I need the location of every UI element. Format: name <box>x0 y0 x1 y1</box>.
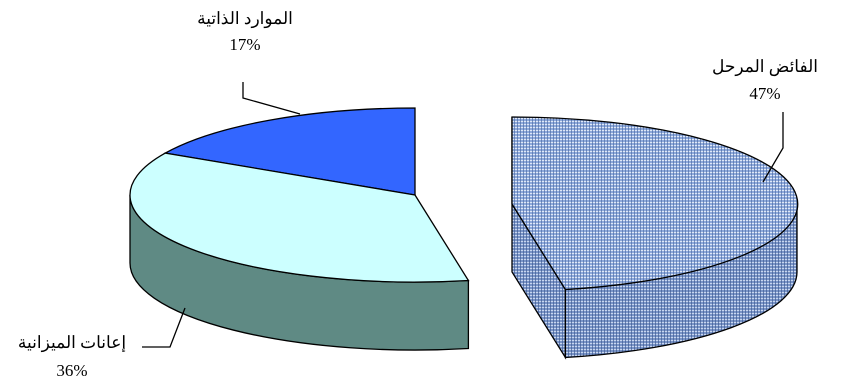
slice-value-own-resources: 17% <box>229 35 260 54</box>
slice-value-budget-grants: 36% <box>56 361 87 380</box>
slice-label-own-resources: الموارد الذاتية <box>197 9 293 29</box>
leader-line-budget-grants <box>142 307 186 348</box>
slice-value-carried-surplus: 47% <box>749 84 780 103</box>
slice-label-budget-grants: إعانات الميزانية <box>18 333 126 353</box>
pie-slice-budget-grants <box>129 152 470 351</box>
slice-label-carried-surplus: الفائض المرحل <box>712 57 818 77</box>
pie-slice-carried-surplus <box>511 116 799 360</box>
leader-line-carried-surplus <box>762 112 784 183</box>
leader-line-own-resources <box>242 82 301 115</box>
